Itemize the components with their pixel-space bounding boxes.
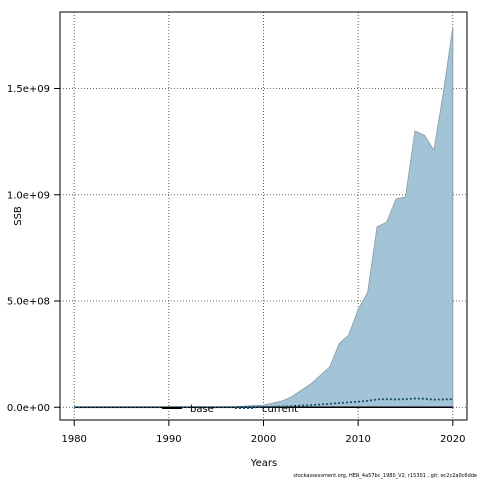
footnote: stockassessment.org, HER_4a57bc_1980_V2,… bbox=[293, 473, 477, 479]
series-current-path bbox=[74, 397, 453, 409]
legend: base current bbox=[162, 404, 298, 415]
x-tick-label-2010: 2010 bbox=[345, 434, 370, 445]
x-tick-label-1980: 1980 bbox=[61, 434, 86, 445]
x-tick-label-1990: 1990 bbox=[156, 434, 181, 445]
legend-base-label: base bbox=[190, 404, 214, 415]
y-tick-label-3: 1.5e+09 bbox=[7, 84, 50, 95]
y-axis-title: SSB bbox=[13, 206, 24, 226]
plot-frame bbox=[59, 11, 468, 421]
x-tick-label-2000: 2000 bbox=[251, 434, 276, 445]
axes: 1980 1990 2000 2010 2020 0.0e+00 5.0e+08 1.0e+0… bbox=[7, 84, 466, 445]
y-tick-label-0: 0.0e+00 bbox=[7, 403, 50, 414]
x-axis-title: Years bbox=[250, 458, 277, 469]
series-current-line bbox=[74, 397, 453, 409]
y-tick-label-1: 5.0e+08 bbox=[7, 297, 50, 308]
x-tick-label-2020: 2020 bbox=[440, 434, 465, 445]
legend-current-label: current bbox=[262, 404, 298, 415]
y-tick-label-2: 1.0e+09 bbox=[7, 190, 50, 201]
